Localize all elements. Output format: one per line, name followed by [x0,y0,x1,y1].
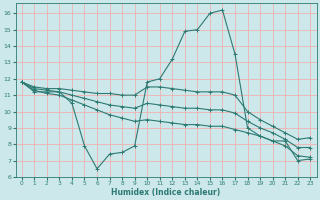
X-axis label: Humidex (Indice chaleur): Humidex (Indice chaleur) [111,188,221,197]
